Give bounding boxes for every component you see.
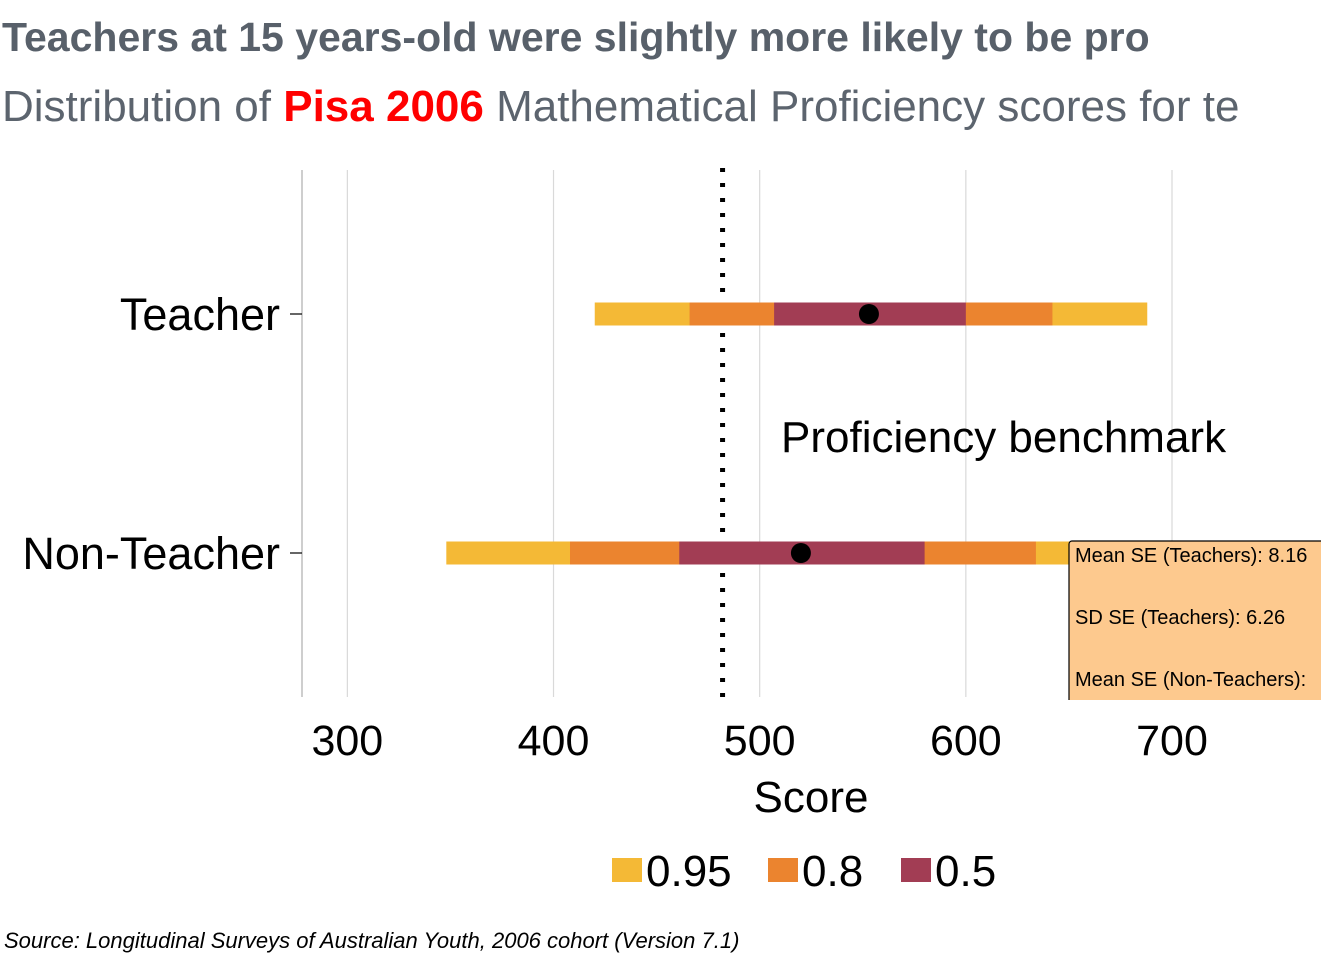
legend-label: 0.5 (935, 847, 996, 896)
x-tick-labels: 300 400 500 600 700 (311, 717, 1207, 765)
mean-point (858, 304, 879, 324)
x-tick-label: 300 (311, 717, 383, 765)
x-tick-label: 600 (930, 717, 1002, 765)
y-tick-label: Non-Teacher (22, 528, 280, 579)
legend-label: 0.95 (646, 847, 732, 896)
legend-swatch (901, 858, 931, 882)
annotation-line: SD SE (Teachers): 6.26 (1075, 607, 1285, 629)
y-tick-label: Teacher (120, 289, 280, 340)
x-tick-label: 400 (518, 717, 590, 765)
legend-swatch (768, 858, 798, 882)
chart-title: Teachers at 15 years-old were slightly m… (2, 14, 1150, 60)
benchmark-label: Proficiency benchmark (781, 413, 1227, 462)
subtitle-prefix: Distribution of (2, 82, 284, 131)
annotation-box-bg (1068, 540, 1321, 700)
annotation-line: Mean SE (Teachers): 8.16 (1075, 545, 1307, 567)
x-axis-label: Score (754, 773, 869, 822)
legend-label: 0.8 (802, 847, 863, 896)
chart-subtitle: Distribution of Pisa 2006 Mathematical P… (2, 82, 1239, 132)
x-tick-label: 700 (1136, 717, 1208, 765)
annotation-box: Mean SE (Teachers): 8.16 SD SE (Teachers)… (1068, 540, 1321, 700)
gridlines (346, 170, 1173, 697)
legend: 0.95 0.8 0.5 (612, 847, 996, 896)
subtitle-suffix: Mathematical Proficiency scores for te (483, 82, 1240, 131)
legend-swatch (612, 858, 642, 882)
benchmark-group: Proficiency benchmark (720, 168, 1227, 700)
source-caption: Source: Longitudinal Surveys of Australi… (4, 928, 740, 953)
x-tick-label: 500 (724, 717, 796, 765)
subtitle-highlight: Pisa 2006 (283, 82, 484, 131)
interval-bars (446, 302, 1226, 565)
y-tick-labels: Teacher Non-Teacher (22, 289, 302, 579)
annotation-line: Mean SE (Non-Teachers): (1075, 669, 1306, 691)
mean-point (790, 543, 811, 563)
